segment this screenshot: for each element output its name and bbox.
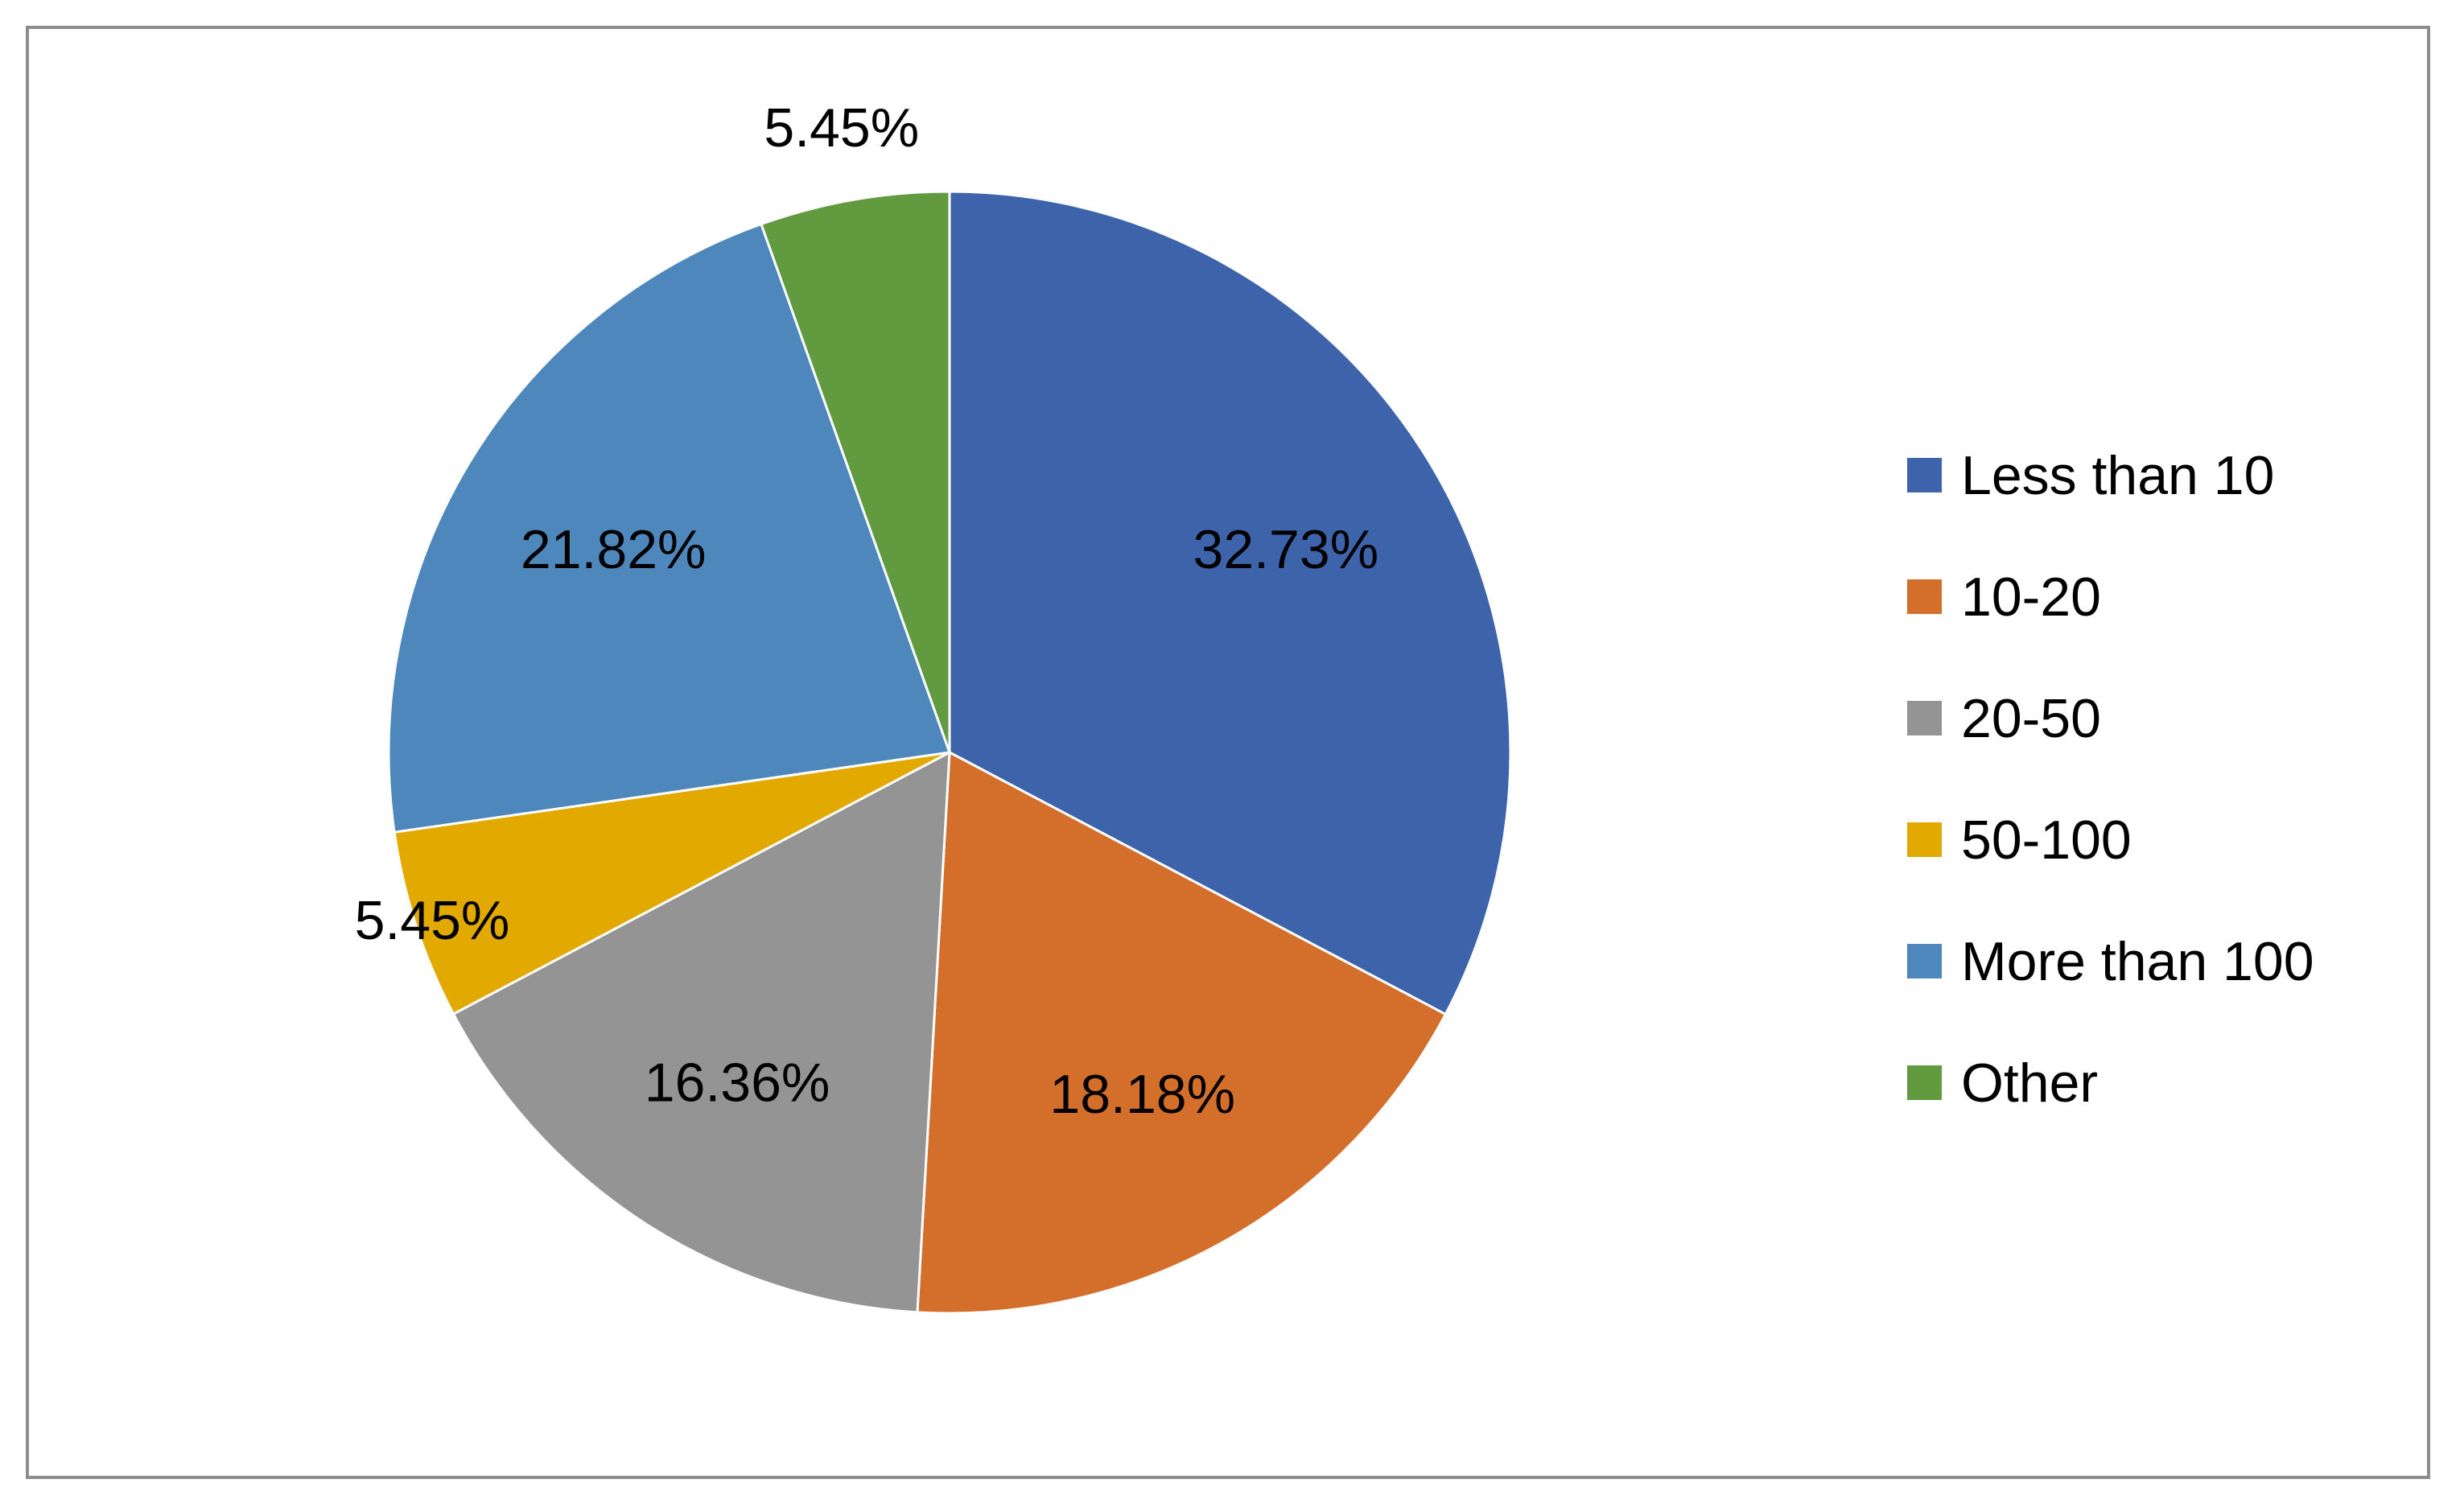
data-label: 32.73% [1193,519,1379,580]
legend-label: Other [1961,1052,2099,1114]
data-label: 16.36% [645,1052,830,1113]
slice-less-than-10 [948,190,1512,1016]
slice-other [760,190,951,753]
legend-label: 50-100 [1961,809,2132,871]
legend-item-20-50: 20-50 [1907,657,2422,779]
legend-item-other: Other [1907,1022,2422,1143]
data-label: 21.82% [521,519,707,580]
data-label: 18.18% [1049,1064,1235,1125]
slice-10-20 [916,750,1448,1315]
legend-item-more-than-100: More than 100 [1907,900,2422,1022]
legend-swatch [1907,822,1942,857]
legend-swatch [1907,458,1942,492]
legend-label: 10-20 [1961,566,2101,628]
slice-50-100 [393,751,950,1016]
legend-label: Less than 10 [1961,444,2275,506]
legend-item-10-20: 10-20 [1907,536,2422,657]
legend-swatch [1907,1065,1942,1100]
legend-swatch [1907,944,1942,978]
legend-label: 20-50 [1961,687,2101,749]
legend-swatch [1907,579,1942,614]
legend-label: More than 100 [1961,930,2314,992]
legend: Less than 10 10-20 20-50 50-100 More tha… [1907,414,2422,1143]
slice-more-than-100 [387,222,952,834]
data-label: 5.45% [764,97,919,159]
pie-data-labels: 32.73% 18.18% 16.36% 5.45% 21.82% 5.45% [355,97,1379,1125]
pie-slices [387,190,1512,1315]
slice-20-50 [451,750,951,1314]
legend-item-less-than-10: Less than 10 [1907,414,2422,536]
data-label: 5.45% [355,890,510,951]
legend-item-50-100: 50-100 [1907,779,2422,900]
legend-swatch [1907,701,1942,735]
